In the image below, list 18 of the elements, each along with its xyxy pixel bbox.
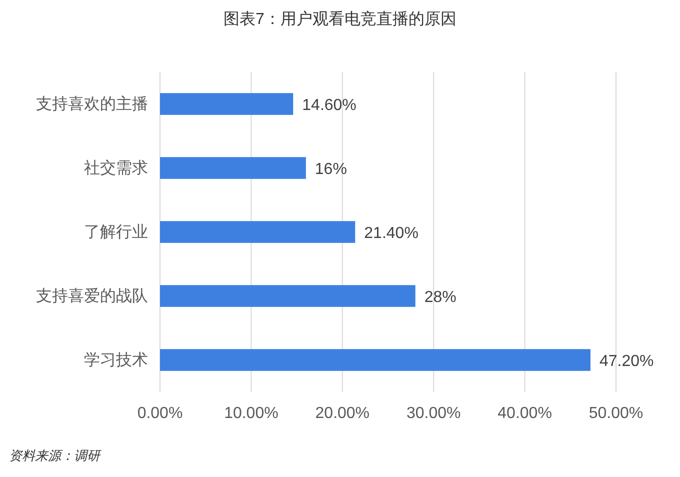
category-label: 了解行业 (84, 224, 148, 241)
value-label: 47.20% (599, 353, 654, 370)
tick-label: 0.00% (137, 405, 183, 422)
category-label: 学习技术 (84, 352, 148, 369)
tick-label: 40.00% (498, 405, 552, 422)
value-label: 28% (424, 289, 456, 306)
annotation: 资料来源：调研 (9, 448, 100, 463)
title: 图表7：用户观看电竞直播的原因 (224, 11, 456, 28)
tick-label: 50.00% (588, 405, 644, 422)
tick-label: 10.00% (224, 405, 278, 422)
category-label: 支持喜欢的主播 (36, 96, 148, 113)
value-label: 16% (314, 161, 347, 178)
category-label: 支持喜爱的战队 (36, 288, 148, 305)
tick-label: 20.00% (315, 405, 370, 422)
value-label: 14.60% (302, 97, 356, 114)
category-label: 社交需求 (84, 160, 148, 177)
tick-label: 30.00% (406, 405, 461, 422)
value-label: 21.40% (364, 225, 418, 242)
